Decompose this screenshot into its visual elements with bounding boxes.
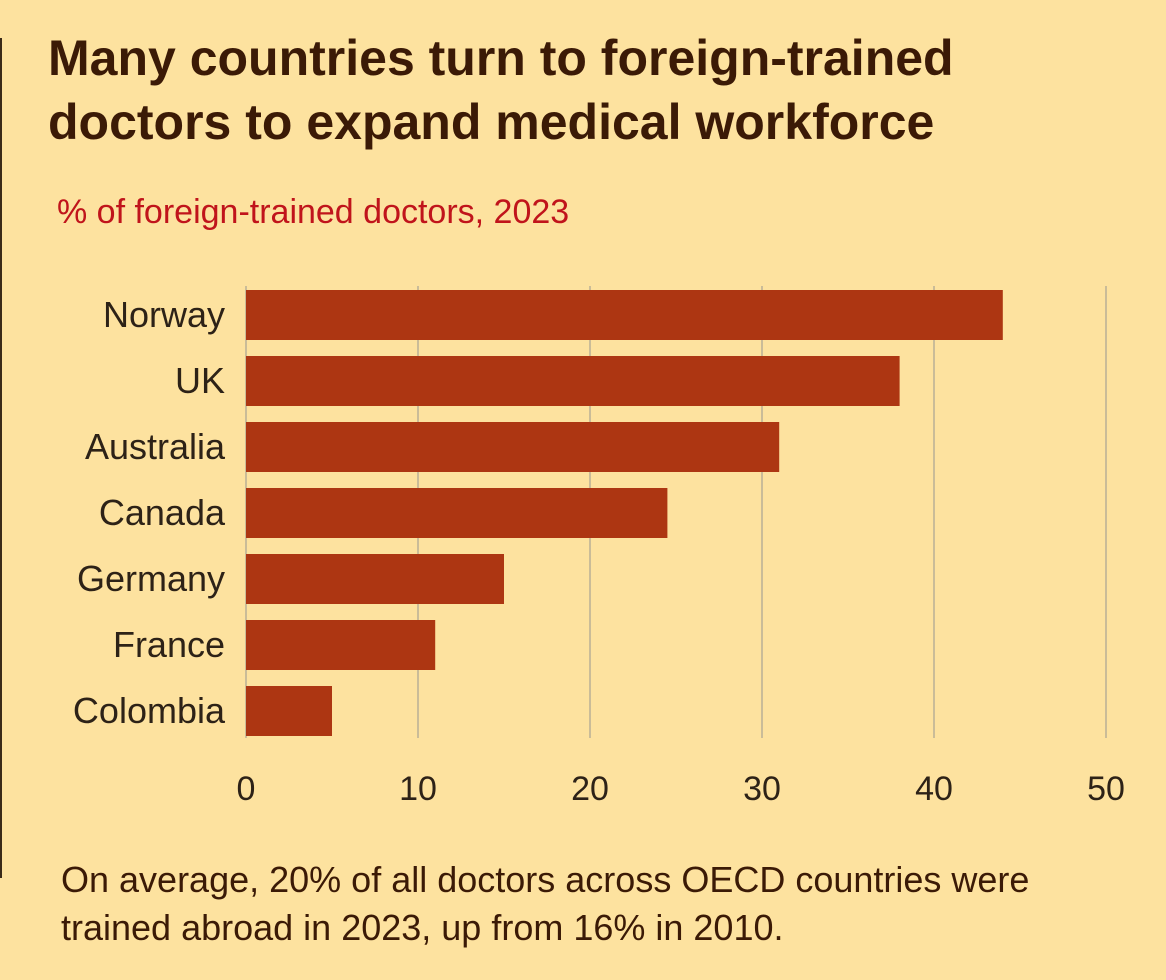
category-label: Australia: [85, 426, 226, 467]
bars: [246, 290, 1003, 736]
bar-norway: [246, 290, 1003, 340]
x-axis-tick-labels: 0 10 20 30 40 50: [237, 770, 1125, 808]
x-tick-label: 0: [237, 770, 256, 808]
category-label: Canada: [99, 492, 226, 533]
category-labels: Norway UK Australia Canada Germany France Colo…: [73, 294, 226, 731]
bar-uk: [246, 356, 900, 406]
chart-title: Many countries turn to foreign-trained d…: [48, 30, 954, 150]
category-label: France: [113, 624, 225, 665]
left-border-rule: [0, 38, 2, 878]
bar-canada: [246, 488, 668, 538]
x-tick-label: 50: [1087, 770, 1125, 808]
bar-germany: [246, 554, 504, 604]
x-tick-label: 10: [399, 770, 437, 808]
bar-france: [246, 620, 436, 670]
category-label: Colombia: [73, 690, 226, 731]
bar-colombia: [246, 686, 332, 736]
footnote: On average, 20% of all doctors across OE…: [61, 859, 1030, 948]
chart-subtitle: % of foreign-trained doctors, 2023: [57, 193, 570, 231]
x-tick-label: 40: [915, 770, 953, 808]
x-tick-label: 30: [743, 770, 781, 808]
category-label: UK: [175, 360, 225, 401]
x-tick-label: 20: [571, 770, 609, 808]
category-label: Germany: [77, 558, 225, 599]
bar-australia: [246, 422, 780, 472]
category-label: Norway: [103, 294, 225, 335]
